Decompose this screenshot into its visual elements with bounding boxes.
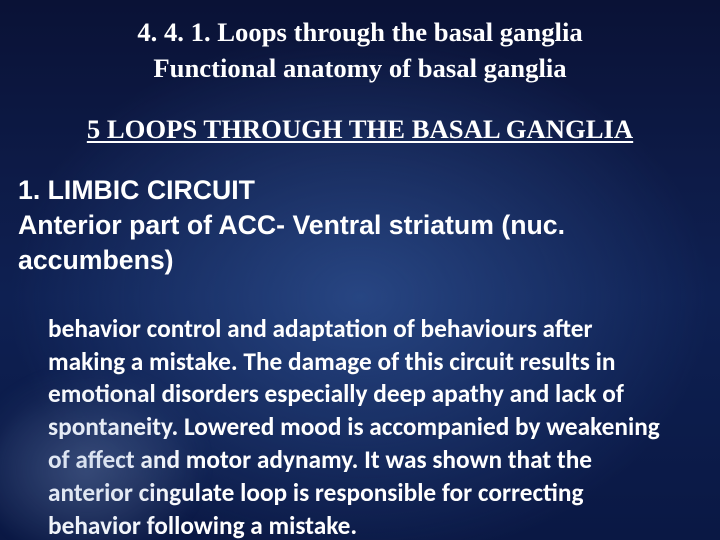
slide: 4. 4. 1. Loops through the basal ganglia… bbox=[0, 0, 720, 540]
section-heading-line-1: 1. LIMBIC CIRCUIT bbox=[18, 173, 702, 208]
header-line-2: Functional anatomy of basal ganglia bbox=[40, 50, 680, 86]
body-paragraph: behavior control and adaptation of behav… bbox=[48, 313, 668, 540]
header-line-1: 4. 4. 1. Loops through the basal ganglia bbox=[40, 14, 680, 50]
section-block: 1. LIMBIC CIRCUIT Anterior part of ACC- … bbox=[0, 153, 720, 279]
subtitle-text: 5 LOOPS THROUGH THE BASAL GANGLIA bbox=[87, 114, 633, 144]
section-heading-line-2: Anterior part of ACC- Ventral striatum (… bbox=[18, 208, 702, 278]
slide-header: 4. 4. 1. Loops through the basal ganglia… bbox=[0, 0, 720, 96]
slide-subtitle: 5 LOOPS THROUGH THE BASAL GANGLIA bbox=[0, 96, 720, 153]
body-block: behavior control and adaptation of behav… bbox=[0, 279, 720, 540]
